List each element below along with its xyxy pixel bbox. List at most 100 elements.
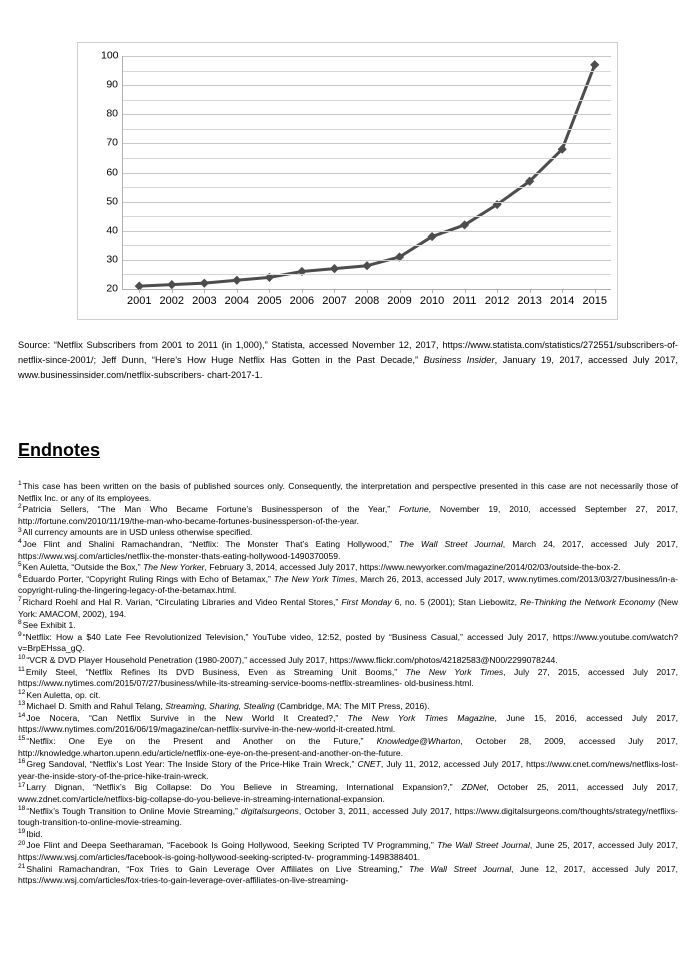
chart-x-tick-label: 2008 bbox=[354, 295, 380, 307]
chart-x-tick bbox=[334, 289, 336, 293]
exhibit-chart-figure: 20 30 40 50 60 70 80 90 100 2001 2002 2003 2004 2005 2… bbox=[77, 42, 618, 320]
endnote-item: 11Emily Steel, “Netflix Refines Its DVD … bbox=[18, 665, 679, 690]
endnote-number: 16 bbox=[18, 758, 26, 766]
endnote-text: , June 15, 2016, accessed July 2017, htt… bbox=[18, 712, 679, 735]
chart-x-tick-label: 2003 bbox=[192, 295, 217, 307]
chart-gridline bbox=[123, 157, 611, 159]
endnote-text: , February 3, 2014, accessed July 2017, … bbox=[204, 562, 621, 573]
chart-x-tick-label: 2009 bbox=[387, 295, 412, 307]
endnote-text: Eduardo Porter, “Copyright Ruling Rings … bbox=[22, 573, 274, 584]
endnote-number: 18 bbox=[18, 804, 26, 812]
endnotes-heading: Endnotes bbox=[18, 440, 101, 460]
chart-y-tick-label: 20 bbox=[106, 282, 118, 295]
endnote-text: Ken Auletta, op. cit. bbox=[26, 689, 101, 700]
chart-x-tick bbox=[594, 289, 596, 293]
endnote-item: 13Michael D. Smith and Rahul Telang, Str… bbox=[18, 701, 678, 713]
chart-x-tick-label: 2001 bbox=[127, 295, 152, 307]
endnote-item: 12Ken Auletta, op. cit. bbox=[18, 688, 678, 702]
endnote-text: This case has been written on the basis … bbox=[18, 481, 678, 503]
endnote-item: 14Joe Nocera, “Can Netflix Survive in th… bbox=[18, 712, 679, 736]
endnote-number: 2 bbox=[18, 503, 22, 511]
chart-x-tick bbox=[399, 289, 401, 293]
endnote-item: 7Richard Roehl and Hal R. Varian, “Circu… bbox=[18, 596, 678, 620]
endnote-number: 10 bbox=[18, 654, 26, 662]
endnote-italic-title: Knowledge@Wharton bbox=[376, 736, 461, 747]
endnote-text: Emily Steel, “Netflix Refines Its DVD Bu… bbox=[25, 666, 406, 677]
chart-x-tick-label: 2007 bbox=[322, 295, 347, 307]
chart-x-tick-label: 2004 bbox=[224, 295, 250, 307]
chart-gridline bbox=[123, 56, 611, 57]
chart-x-tick bbox=[367, 289, 368, 293]
endnote-number: 11 bbox=[18, 665, 25, 673]
endnote-text: All currency amounts are in USD unless o… bbox=[22, 527, 253, 538]
chart-gridline bbox=[123, 245, 611, 247]
endnote-italic-title: The Wall Street Journal bbox=[437, 840, 530, 851]
chart-x-tick-label: 2006 bbox=[289, 295, 315, 307]
chart-plot-area: 20 30 40 50 60 70 80 90 100 2001 2002 2003 2004 2005 2… bbox=[101, 50, 611, 307]
endnote-italic-title: The Wall Street Journal bbox=[399, 538, 503, 549]
endnote-text: Joe Flint and Shalini Ramachandran, “Net… bbox=[22, 538, 400, 549]
chart-gridline bbox=[123, 114, 611, 116]
endnote-italic-title: Re-Thinking the Network Economy bbox=[520, 596, 655, 607]
endnote-text: Joe Flint and Deepa Seetharaman, “Facebo… bbox=[26, 840, 438, 851]
endnote-number: 3 bbox=[18, 526, 22, 534]
chart-data-point-marker bbox=[232, 275, 242, 285]
endnote-text: (New York: AMACOM, 2002), 194. bbox=[18, 596, 678, 619]
endnote-number: 8 bbox=[18, 619, 22, 627]
endnote-item: 20Joe Flint and Deepa Seetharaman, “Face… bbox=[18, 840, 678, 863]
chart-data-point-marker bbox=[590, 60, 600, 70]
endnote-text: Larry Dignan, “Netflix’s Big Collapse: D… bbox=[26, 782, 462, 793]
endnote-text: , October 3, 2011, accessed July 2017, h… bbox=[18, 805, 678, 828]
endnote-number: 14 bbox=[18, 712, 26, 720]
chart-x-tick bbox=[497, 289, 499, 293]
endnote-italic-title: The New York Times bbox=[405, 666, 504, 677]
chart-x-tick-label: 2013 bbox=[517, 295, 542, 307]
chart-gridline bbox=[123, 230, 611, 232]
endnote-italic-title: The Wall Street Journal bbox=[409, 863, 512, 874]
endnote-item: 4Joe Flint and Shalini Ramachandran, “Ne… bbox=[18, 538, 678, 562]
endnote-number: 9 bbox=[18, 630, 22, 638]
source-note-part2: , January 19, 2017, accessed July 2017, … bbox=[18, 355, 679, 381]
chart-data-point-marker bbox=[199, 278, 209, 288]
chart-x-tick bbox=[562, 289, 564, 293]
chart-x-tick-label: 2010 bbox=[419, 295, 445, 307]
chart-x-tick bbox=[432, 289, 434, 293]
endnote-number: 6 bbox=[18, 572, 22, 580]
chart-data-point-marker bbox=[167, 280, 177, 290]
endnote-item: 18“Netflix’s Tough Transition to Online … bbox=[18, 804, 678, 829]
endnote-text: , March 26, 2013, accessed July 2017, ww… bbox=[18, 573, 678, 596]
chart-data-point-marker bbox=[427, 231, 437, 242]
endnote-number: 4 bbox=[18, 538, 22, 546]
chart-x-tick-label: 2012 bbox=[484, 295, 510, 307]
endnote-number: 12 bbox=[18, 688, 26, 696]
endnote-text: , October 28, 2009, accessed July 2017, … bbox=[18, 736, 678, 758]
endnote-italic-title: The New York Times Magazine bbox=[347, 712, 495, 723]
chart-x-tick bbox=[139, 289, 141, 293]
endnote-text: Richard Roehl and Hal R. Varian, “Circul… bbox=[22, 596, 342, 607]
chart-data-point-marker bbox=[557, 144, 567, 154]
endnote-text: , July 27, 2015, accessed July 2017, htt… bbox=[18, 666, 679, 689]
chart-x-tick-label: 2011 bbox=[452, 295, 477, 307]
chart-gridline bbox=[123, 70, 611, 72]
chart-y-tick-label: 100 bbox=[101, 49, 119, 62]
endnote-number: 17 bbox=[18, 781, 26, 789]
endnote-item: 10“VCR & DVD Player Household Penetratio… bbox=[18, 654, 678, 667]
endnote-italic-title: ZDNet bbox=[461, 782, 487, 793]
endnote-item: 8See Exhibit 1. bbox=[18, 619, 678, 632]
chart-x-tick-label: 2002 bbox=[159, 295, 185, 307]
chart-y-tick-label: 90 bbox=[106, 78, 118, 91]
endnote-number: 15 bbox=[18, 735, 26, 743]
endnote-item: 19Ibid. bbox=[18, 827, 678, 841]
endnote-number: 19 bbox=[18, 827, 26, 835]
chart-gridline bbox=[123, 187, 611, 189]
endnotes-list: 1This case has been written on the basis… bbox=[18, 480, 679, 887]
endnote-text: , July 11, 2012, accessed July 2017, htt… bbox=[18, 759, 678, 781]
chart-gridline bbox=[123, 85, 611, 87]
endnote-item: 2Patricia Sellers, “The Man Who Became F… bbox=[18, 504, 678, 527]
chart-y-tick-label: 70 bbox=[106, 136, 118, 149]
endnote-text: , June 25, 2017, accessed July 2017, htt… bbox=[18, 840, 678, 862]
chart-x-tick bbox=[171, 289, 173, 293]
endnote-italic-title: The New York Times bbox=[273, 573, 355, 584]
chart-line-path bbox=[137, 63, 597, 288]
source-note-publication: Business Insider bbox=[423, 355, 495, 366]
